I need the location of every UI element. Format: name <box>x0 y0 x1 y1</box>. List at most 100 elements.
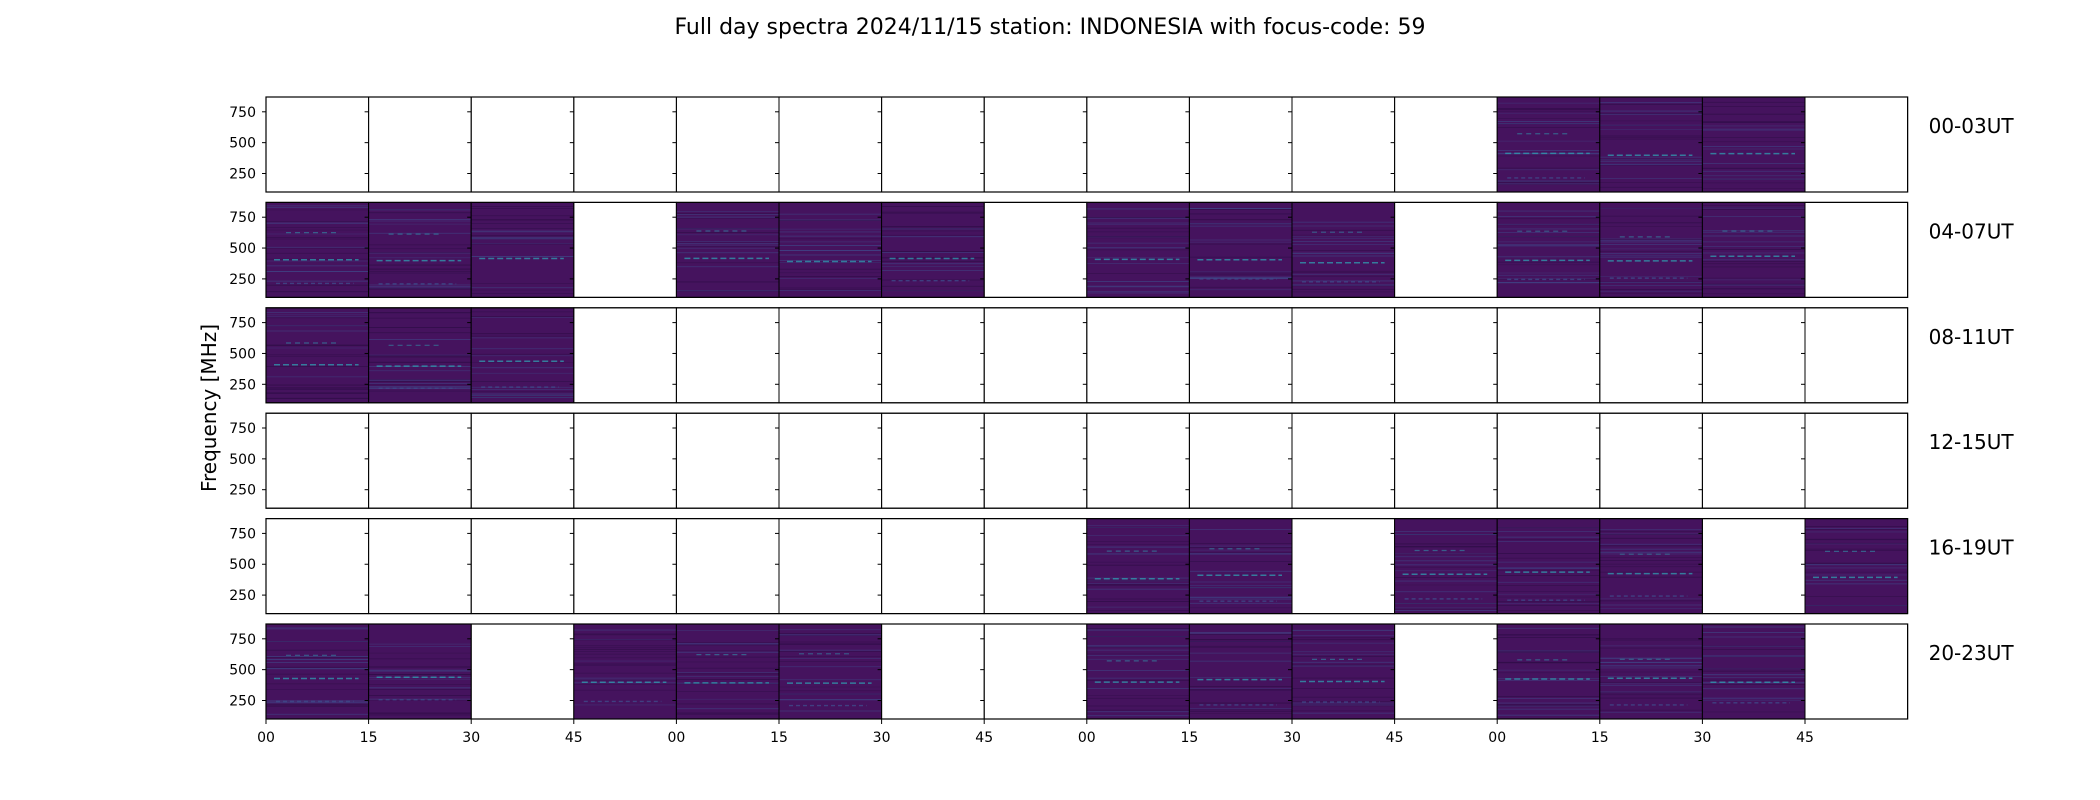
cell-frame <box>675 518 780 615</box>
panel-row-08-11ut: 250 500 750 08-11UT <box>229 307 2015 404</box>
spectrum-cell <box>1086 518 1190 614</box>
row-frame <box>265 307 1909 404</box>
spectrum-cell <box>1497 518 1600 614</box>
y-tick-label: 250 <box>229 272 256 288</box>
spectrum-cell <box>1702 202 1805 298</box>
y-tick-label: 500 <box>229 557 256 573</box>
cell-frame <box>881 307 985 404</box>
cell-frame <box>983 201 1088 298</box>
cell-frame <box>265 412 370 509</box>
cell-frame <box>1086 96 1190 193</box>
cell-frame <box>1291 96 1396 193</box>
y-tick-label: 250 <box>229 483 256 499</box>
chart-title: Full day spectra 2024/11/15 station: IND… <box>674 15 1425 40</box>
cell-frame <box>573 96 677 193</box>
cell-frame <box>675 307 780 404</box>
x-tick-label: 00 <box>1078 730 1096 746</box>
cell-frame <box>368 96 472 193</box>
spectrum-cell <box>1497 97 1600 192</box>
row-label: 12-15UT <box>1929 430 2015 454</box>
x-tick-label: 45 <box>1796 730 1814 746</box>
cell-frame <box>1291 307 1396 404</box>
y-tick-label: 250 <box>229 377 256 393</box>
cell-frame <box>368 412 472 509</box>
spectrum-cell <box>1599 202 1703 298</box>
spectrum-cell <box>779 202 882 298</box>
cell-frame <box>1804 201 1909 298</box>
y-tick-label: 750 <box>229 105 256 121</box>
y-tick-label: 500 <box>229 346 256 362</box>
panel-row-12-15ut: 250 500 750 12-15UT <box>229 412 2015 509</box>
spectrum-cell <box>1189 202 1292 298</box>
cell-frame <box>881 623 985 720</box>
spectrum-cell <box>1599 518 1703 614</box>
cell-frame <box>983 96 1088 193</box>
cell-frame <box>1394 412 1498 509</box>
cell-frame <box>1188 307 1293 404</box>
cell-frame <box>368 518 472 615</box>
spectrum-cell <box>368 202 472 298</box>
spectrum-cell <box>1394 518 1498 614</box>
spectrum-cell <box>1292 624 1395 719</box>
cell-frame <box>1701 518 1806 615</box>
cell-frame <box>983 412 1088 509</box>
cell-frame <box>573 412 677 509</box>
x-tick-label: 15 <box>770 730 788 746</box>
row-label: 04-07UT <box>1929 219 2015 243</box>
cell-frame <box>881 96 985 193</box>
spectrum-cell <box>471 202 574 298</box>
row-label: 08-11UT <box>1929 325 2015 349</box>
cell-frame <box>1599 412 1703 509</box>
spectrum-cell <box>573 624 677 719</box>
spectrum-cell <box>1086 624 1190 719</box>
y-tick-label: 500 <box>229 241 256 257</box>
spectrum-cell <box>1599 97 1703 192</box>
x-tick-label: 15 <box>1180 730 1198 746</box>
cell-frame <box>470 412 575 509</box>
spectrum-cell <box>676 624 779 719</box>
spectrum-cell <box>266 624 369 719</box>
cell-frame <box>1701 307 1806 404</box>
cell-frame <box>778 518 883 615</box>
spectrum-cell <box>1497 624 1600 719</box>
x-tick-label: 00 <box>257 730 275 746</box>
row-frame <box>265 96 1909 193</box>
cell-frame <box>675 412 780 509</box>
cell-frame <box>1394 623 1498 720</box>
spectrum-cell <box>1189 518 1292 614</box>
x-tick-label: 30 <box>1283 730 1301 746</box>
cell-frame <box>778 307 883 404</box>
cell-frame <box>1291 412 1396 509</box>
spectrum-cell <box>1189 624 1292 719</box>
cell-frame <box>1291 518 1396 615</box>
y-tick-label: 250 <box>229 588 256 604</box>
cell-frame <box>1804 96 1909 193</box>
y-tick-label: 500 <box>229 452 256 468</box>
cell-frame <box>778 96 883 193</box>
x-tick-label: 15 <box>1591 730 1609 746</box>
y-axis-label: Frequency [MHz] <box>197 324 221 492</box>
x-tick-label: 45 <box>975 730 993 746</box>
spectrum-cell <box>266 307 369 403</box>
spectrum-cell <box>471 307 574 403</box>
cell-frame <box>1599 307 1703 404</box>
spectrum-cell <box>1805 518 1908 614</box>
y-tick-label: 750 <box>229 421 256 437</box>
row-frame <box>265 201 1909 298</box>
cell-frame <box>265 518 370 615</box>
spectrum-cell <box>1702 624 1805 719</box>
y-tick-label: 250 <box>229 166 256 182</box>
panel-row-00-03ut: 250 500 750 00-03UT <box>229 96 2014 193</box>
x-tick-label: 45 <box>565 730 583 746</box>
cell-frame <box>1394 96 1498 193</box>
spectrum-cell <box>1702 97 1805 192</box>
y-tick-label: 750 <box>229 316 256 332</box>
cell-frame <box>573 201 677 298</box>
panel-row-20-23ut: 250 500 750 20-23UT <box>229 623 2014 720</box>
cell-frame <box>573 518 677 615</box>
spectrum-cell <box>881 202 985 298</box>
cell-frame <box>265 96 370 193</box>
x-tick-label: 15 <box>360 730 378 746</box>
cell-frame <box>1804 623 1909 720</box>
